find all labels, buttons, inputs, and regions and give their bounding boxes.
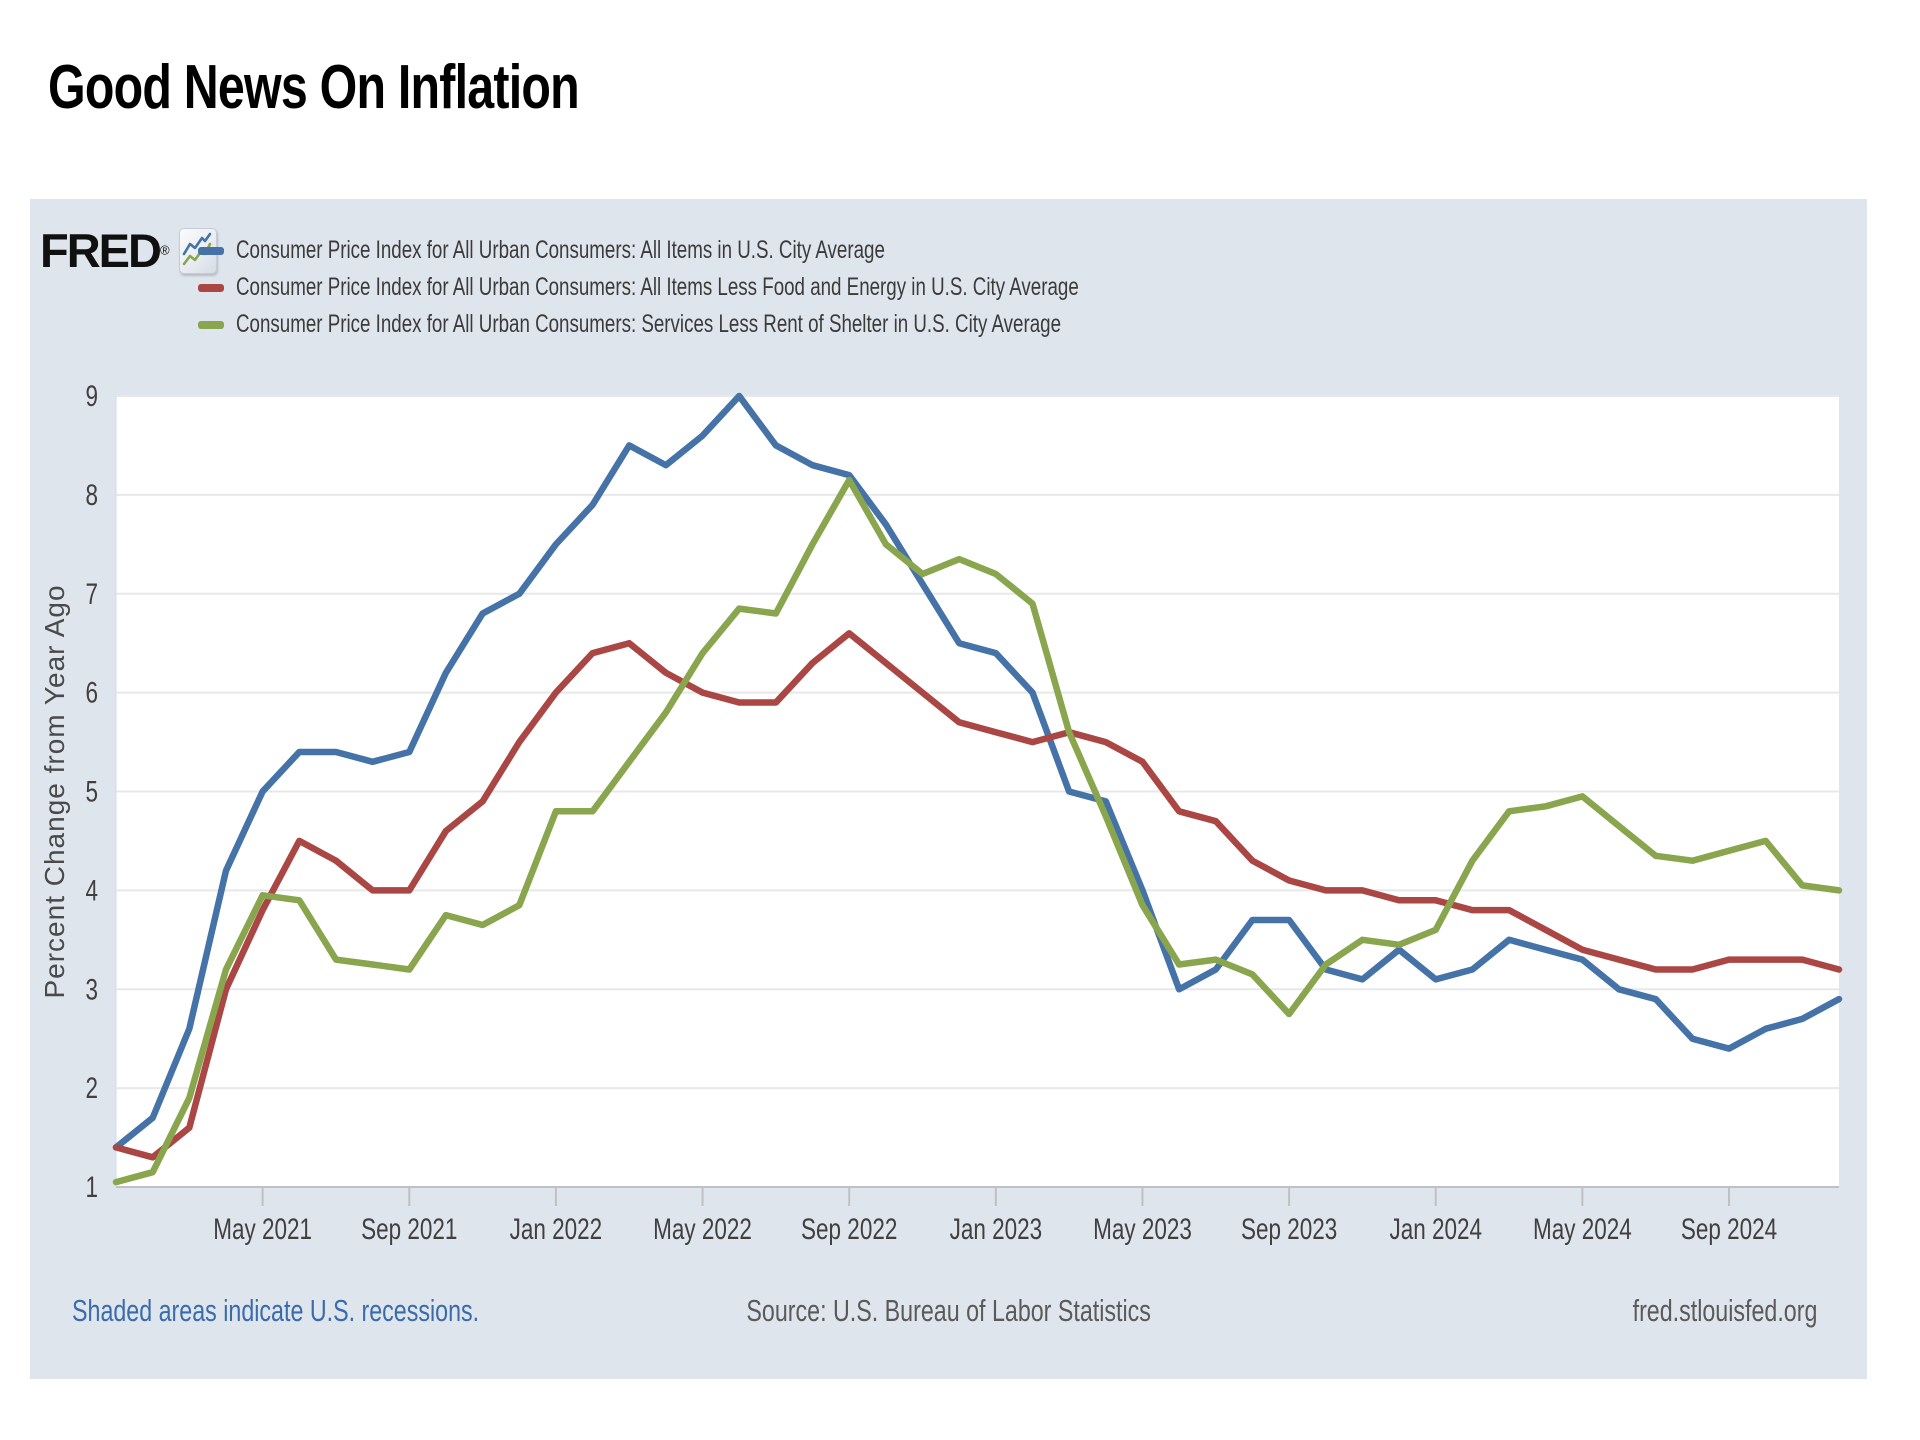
x-tick-1: Sep 2021: [361, 1212, 457, 1246]
y-tick-label: 6: [85, 675, 98, 709]
page-title: Good News On Inflation: [48, 52, 729, 123]
x-tick-label: Sep 2022: [801, 1212, 897, 1246]
series-line-all-items-less-food-energy: [112, 630, 1843, 1161]
legend-label: Consumer Price Index for All Urban Consu…: [236, 310, 1062, 338]
x-tick-label: May 2021: [213, 1212, 312, 1246]
y-tick-7: 7: [85, 577, 98, 611]
fred-logo-registered: ®: [159, 242, 170, 258]
y-tick-label: 9: [85, 379, 98, 413]
y-tick-8: 8: [85, 478, 98, 512]
x-tick-4: Sep 2022: [801, 1212, 897, 1246]
x-tick-10: Sep 2024: [1681, 1212, 1777, 1246]
x-tick-label: May 2023: [1093, 1212, 1192, 1246]
y-tick-5: 5: [85, 774, 98, 808]
y-tick-label: 3: [85, 972, 98, 1006]
x-tick-label: Jan 2024: [1389, 1212, 1482, 1246]
y-tick-9: 9: [85, 379, 98, 413]
fred-chart-panel: 1 2 3 4 5 6 7 8 9 May 2021 Sep 2021 Jan 2022 May 202…: [30, 199, 1867, 1379]
legend-item-services-less-rent-of-shelter[interactable]: Consumer Price Index for All Urban Consu…: [198, 306, 1360, 343]
y-axis-title: Percent Change from Year Ago: [39, 584, 70, 998]
x-tick-2: Jan 2022: [510, 1212, 603, 1246]
series-line-services-less-rent-of-shelter: [112, 476, 1843, 1186]
legend-label: Consumer Price Index for All Urban Consu…: [236, 236, 885, 264]
page-title-text: Good News On Inflation: [48, 53, 580, 122]
chart-footer: Shaded areas indicate U.S. recessions. S…: [30, 1293, 1867, 1337]
x-tick-0: May 2021: [213, 1212, 312, 1246]
recession-note-link[interactable]: Shaded areas indicate U.S. recessions.: [72, 1293, 480, 1328]
fred-logo-text: FRED: [40, 224, 162, 277]
x-tick-label: May 2024: [1533, 1212, 1632, 1246]
y-tick-label: 4: [85, 873, 98, 907]
x-tick-label: Jan 2023: [950, 1212, 1043, 1246]
fred-line-chart: 1 2 3 4 5 6 7 8 9 May 2021 Sep 2021 Jan 2022 May 202…: [39, 379, 1843, 1246]
x-tick-7: Sep 2023: [1241, 1212, 1337, 1246]
x-tick-label: Sep 2024: [1681, 1212, 1777, 1246]
legend-swatch-all-items-less-food-energy: [198, 283, 224, 292]
source-text: Source: U.S. Bureau of Labor Statistics: [746, 1293, 1151, 1328]
series-line-all-items: [112, 392, 1843, 1151]
legend: Consumer Price Index for All Urban Consu…: [198, 232, 1360, 343]
x-tick-3: May 2022: [653, 1212, 752, 1246]
y-tick-label: 1: [85, 1170, 98, 1204]
source-text-wrap: Source: U.S. Bureau of Labor Statistics: [30, 1293, 1867, 1329]
y-tick-2: 2: [85, 1071, 98, 1105]
x-tick-9: May 2024: [1533, 1212, 1632, 1246]
x-tick-label: May 2022: [653, 1212, 752, 1246]
legend-swatch-services-less-rent-of-shelter: [198, 320, 224, 329]
x-tick-5: Jan 2023: [950, 1212, 1043, 1246]
fred-url-link[interactable]: fred.stlouisfed.org: [1632, 1293, 1817, 1328]
y-tick-label: 2: [85, 1071, 98, 1105]
x-tick-label: Sep 2021: [361, 1212, 457, 1246]
y-tick-6: 6: [85, 675, 98, 709]
y-tick-1: 1: [85, 1170, 98, 1204]
legend-item-all-items[interactable]: Consumer Price Index for All Urban Consu…: [198, 232, 1360, 269]
legend-item-all-items-less-food-energy[interactable]: Consumer Price Index for All Urban Consu…: [198, 269, 1360, 306]
fred-logo[interactable]: FRED®: [40, 223, 217, 279]
y-tick-3: 3: [85, 972, 98, 1006]
x-tick-8: Jan 2024: [1389, 1212, 1482, 1246]
x-tick-label: Sep 2023: [1241, 1212, 1337, 1246]
x-tick-6: May 2023: [1093, 1212, 1192, 1246]
y-tick-label: 5: [85, 774, 98, 808]
y-tick-label: 7: [85, 577, 98, 611]
x-tick-label: Jan 2022: [510, 1212, 603, 1246]
y-tick-label: 8: [85, 478, 98, 512]
y-tick-4: 4: [85, 873, 98, 907]
legend-label: Consumer Price Index for All Urban Consu…: [236, 273, 1079, 301]
legend-swatch-all-items: [198, 246, 224, 255]
